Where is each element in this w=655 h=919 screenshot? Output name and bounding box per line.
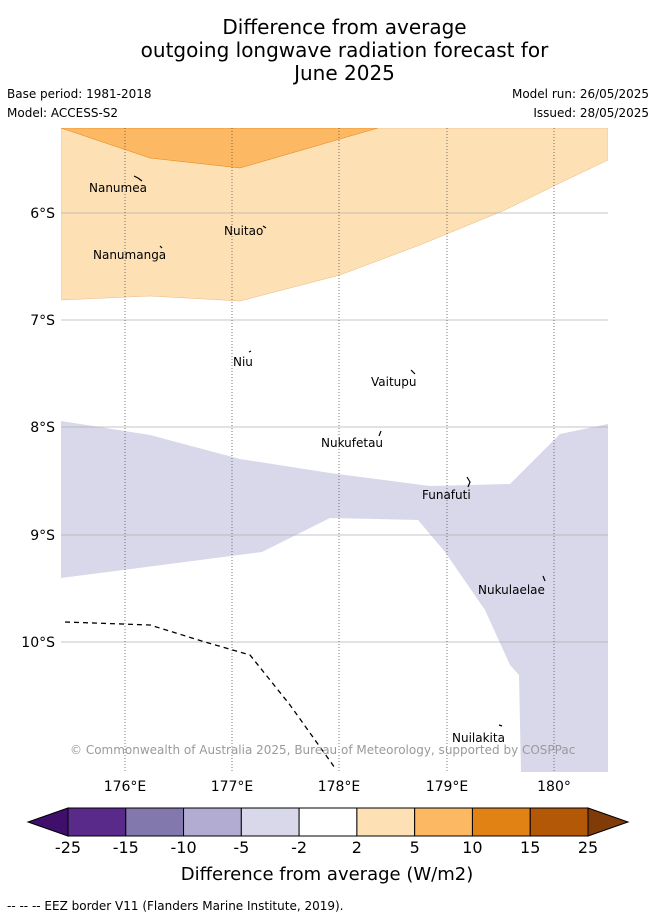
map-area: Nanumea Nuitao Nanumanga Niu Vaitupu Nuk… xyxy=(61,128,608,772)
model-run: Model run: 26/05/2025 xyxy=(511,87,649,101)
colorbar-extension-high xyxy=(587,807,630,837)
colorbar-tick-label: 5 xyxy=(410,838,420,857)
lat-tick-9s: 9°S xyxy=(30,528,55,544)
lon-tick-176e: 176°E xyxy=(104,779,147,795)
title-line-1: Difference from average xyxy=(222,15,467,39)
issued-date: Issued: 28/05/2025 xyxy=(533,106,649,120)
model-name: Model: ACCESS-S2 xyxy=(7,106,119,120)
place-label-nanumanga: Nanumanga xyxy=(93,248,166,262)
title-line-2: outgoing longwave radiation forecast for xyxy=(140,38,549,62)
lat-tick-8s: 8°S xyxy=(30,420,55,436)
longitude-gridlines xyxy=(124,128,555,772)
copyright-notice: © Commonwealth of Australia 2025, Bureau… xyxy=(70,743,575,757)
anomaly-region-5-to-10 xyxy=(61,128,379,169)
colorbar-tick-label: -10 xyxy=(170,838,196,857)
lon-tick-178e: 178°E xyxy=(318,779,361,795)
place-label-vaitupu: Vaitupu xyxy=(371,375,417,389)
colorbar-tick-label: -25 xyxy=(55,838,81,857)
colorbar-segment xyxy=(183,807,242,837)
eez-border-line xyxy=(64,621,336,769)
colorbar-tick-label: -2 xyxy=(291,838,307,857)
place-label-nukulaelae: Nukulaelae xyxy=(478,583,545,597)
colorbar-segment xyxy=(240,807,300,837)
colorbar-segment xyxy=(529,807,589,837)
place-labels: Nanumea Nuitao Nanumanga Niu Vaitupu Nuk… xyxy=(89,181,545,745)
anomaly-region-minus5-to-minus2 xyxy=(61,421,608,772)
colorbar-tick-label: 15 xyxy=(520,838,540,857)
colorbar-segment xyxy=(67,807,127,837)
chart-title: Difference from average outgoing longwav… xyxy=(0,16,655,85)
colorbar-tick-label: 25 xyxy=(578,838,598,857)
colorbar-segment xyxy=(298,807,358,837)
lon-tick-180: 180° xyxy=(537,779,571,795)
lat-tick-10s: 10°S xyxy=(21,635,55,651)
colorbar-tick-label: -5 xyxy=(233,838,249,857)
longitude-tick-labels: 176°E 177°E 178°E 179°E 180° xyxy=(104,779,571,795)
colorbar-title: Difference from average (W/m2) xyxy=(181,864,473,885)
base-period: Base period: 1981-2018 xyxy=(7,87,152,101)
colorbar-segment xyxy=(356,807,416,837)
colorbar: -25 -15 -10 -5 -2 2 5 10 15 25 xyxy=(26,807,630,857)
colorbar-extension-low xyxy=(26,807,69,837)
island-markers xyxy=(133,175,546,727)
place-label-nuitao: Nuitao xyxy=(224,224,263,238)
colorbar-segment xyxy=(471,807,531,837)
latitude-gridlines xyxy=(61,212,608,643)
colorbar-tick-label: 2 xyxy=(352,838,362,857)
place-label-niu: Niu xyxy=(233,355,253,369)
colorbar-segment xyxy=(414,807,473,837)
place-label-nuilakita: Nuilakita xyxy=(452,731,505,745)
latitude-tick-labels: 6°S 7°S 8°S 9°S 10°S xyxy=(21,206,55,651)
colorbar-segment xyxy=(125,807,185,837)
colorbar-tick-label: -15 xyxy=(113,838,139,857)
colorbar-tick-label: 10 xyxy=(462,838,482,857)
place-label-nukufetau: Nukufetau xyxy=(321,436,383,450)
anomaly-region-2-to-5 xyxy=(61,128,608,302)
lon-tick-177e: 177°E xyxy=(211,779,254,795)
place-label-nanumea: Nanumea xyxy=(89,181,147,195)
title-line-3: June 2025 xyxy=(294,61,395,85)
lat-tick-7s: 7°S xyxy=(30,313,55,329)
place-label-funafuti: Funafuti xyxy=(422,488,471,502)
lat-tick-6s: 6°S xyxy=(30,206,55,222)
eez-border-legend: -- -- -- EEZ border V11 (Flanders Marine… xyxy=(7,899,344,913)
lon-tick-179e: 179°E xyxy=(426,779,469,795)
